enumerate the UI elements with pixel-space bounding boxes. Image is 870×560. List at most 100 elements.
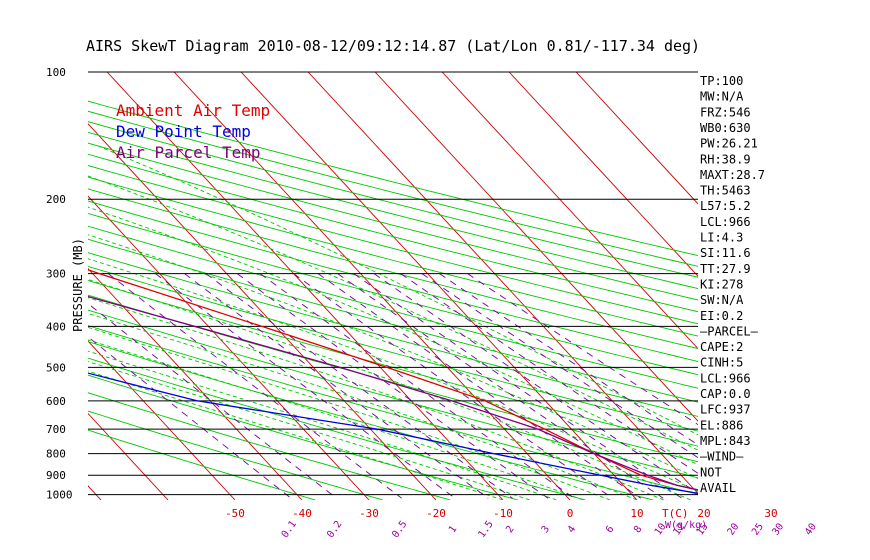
- dry-adiabat-line: [88, 153, 698, 313]
- isotherm-line: [575, 72, 698, 205]
- isobar-lines: [88, 71, 698, 496]
- moist-adiabat-line: [88, 326, 611, 500]
- dry-adiabat-line: [88, 121, 698, 278]
- mixing-ratio-line: [439, 273, 698, 446]
- dry-adiabat-line: [88, 294, 698, 463]
- mixing-ratio-tick-label: 1.5: [476, 519, 495, 540]
- bottom-temperature-axis: -50 -40 -30 -20 -10 0 10 20 30: [225, 507, 778, 520]
- mixing-ratio-tick-label: 20: [726, 521, 742, 537]
- dry-adiabat-line: [88, 100, 698, 257]
- index-value: CINH:5: [700, 356, 743, 370]
- mixing-ratio-line: [236, 273, 549, 499]
- mixing-ratio-tick-label: 2: [504, 524, 516, 535]
- dry-adiabat-line: [88, 357, 586, 500]
- moist-adiabat-line: [88, 297, 664, 500]
- mixing-ratio-tick-label: 0.2: [325, 519, 344, 540]
- x-axis-unit-label: T(C): [662, 507, 689, 520]
- moist-adiabat-line: [88, 279, 691, 500]
- bottom-temp-tick-label: -30: [359, 507, 379, 520]
- pressure-tick-label: 100: [46, 66, 66, 79]
- dry-adiabat-line: [88, 131, 698, 290]
- mixing-ratio-line: [467, 273, 698, 426]
- pressure-axis: 100 200 300 400 500 600 700 800 900 1000: [46, 66, 73, 502]
- index-value: MPL:843: [700, 434, 751, 448]
- legend-item: Air Parcel Temp: [116, 143, 261, 162]
- moist-adiabat-line: [88, 361, 530, 500]
- isotherm-line: [307, 72, 698, 495]
- moist-adiabat-line: [88, 175, 698, 451]
- bottom-temp-tick-label: 0: [567, 507, 574, 520]
- pressure-tick-label: 900: [46, 469, 66, 482]
- index-value: LI:4.3: [700, 231, 743, 245]
- y-axis-label: PRESSURE (MB): [71, 238, 85, 332]
- legend-item: Dew Point Temp: [116, 122, 251, 141]
- index-value: TT:27.9: [700, 262, 751, 276]
- dry-adiabat-line: [88, 200, 698, 362]
- mixing-ratio-tick-label: 8: [632, 524, 644, 535]
- isotherm-line: [0, 72, 34, 500]
- mixing-ratio-tick-label: 25: [750, 521, 766, 537]
- index-value: MAXT:28.7: [700, 168, 765, 182]
- dry-adiabat-line: [88, 325, 698, 495]
- legend-item: Ambient Air Temp: [116, 101, 270, 120]
- index-value: L57:5.2: [700, 199, 751, 213]
- index-value: KI:278: [700, 277, 743, 291]
- dry-adiabat-line: [88, 142, 698, 301]
- index-value: AVAIL: [700, 481, 736, 495]
- dry-adiabat-line: [88, 252, 698, 417]
- index-value: SI:11.6: [700, 246, 751, 260]
- moist-adiabat-line: [88, 312, 638, 500]
- index-value: PW:26.21: [700, 137, 758, 151]
- dry-adiabat-line: [88, 265, 698, 432]
- bottom-temp-tick-label: -10: [493, 507, 513, 520]
- chart-title: AIRS SkewT Diagram 2010-08-12/09:12:14.8…: [86, 37, 700, 55]
- mixing-ratio-tick-label: 4: [566, 524, 578, 535]
- pressure-tick-label: 600: [46, 395, 66, 408]
- mixing-ratio-unit-label: W(g/kg): [665, 520, 707, 531]
- index-value: TH:5463: [700, 184, 751, 198]
- mixing-ratio-line: [88, 336, 292, 499]
- moist-adiabat-line: [88, 234, 698, 479]
- bottom-temp-tick-label: 20: [697, 507, 710, 520]
- index-value: CAPE:2: [700, 340, 743, 354]
- air-parcel-templine: [88, 295, 698, 491]
- index-value: LCL:966: [700, 215, 751, 229]
- mixing-ratio-line: [400, 273, 698, 474]
- bottom-temp-tick-label: -20: [426, 507, 446, 520]
- mixing-ratio-line: [259, 273, 575, 499]
- profile-series: [88, 269, 698, 494]
- ambient-air-templine: [88, 269, 698, 491]
- dry-adiabat-line: [88, 212, 698, 376]
- index-value: EI:0.2: [700, 309, 743, 323]
- index-value: SW:N/A: [700, 293, 744, 307]
- dry-adiabat-line: [88, 188, 698, 350]
- dew-point-templine: [88, 372, 698, 494]
- dry-adiabat-line: [88, 176, 698, 337]
- pressure-tick-label: 200: [46, 193, 66, 206]
- mixing-ratio-line: [205, 273, 513, 499]
- index-value: —PARCEL—: [700, 324, 759, 338]
- dry-adiabat-line: [88, 225, 698, 389]
- dry-adiabat-line: [88, 238, 698, 403]
- bottom-temp-tick-label: -50: [225, 507, 245, 520]
- pressure-tick-label: 400: [46, 320, 66, 333]
- mixing-ratio-tick-label: 0.5: [390, 519, 409, 540]
- mixing-ratio-tick-label: 1: [447, 524, 459, 535]
- dry-adiabat-line: [88, 410, 383, 500]
- pressure-tick-label: 300: [46, 268, 66, 281]
- index-value: LFC:937: [700, 403, 751, 417]
- moist-adiabat-line: [88, 258, 698, 492]
- moist-adiabat-line: [98, 145, 698, 436]
- index-value: MW:N/A: [700, 90, 744, 104]
- dry-adiabat-line: [88, 110, 698, 267]
- bottom-temp-tick-label: 10: [630, 507, 643, 520]
- dry-adiabat-line: [88, 165, 698, 325]
- pressure-tick-label: 700: [46, 423, 66, 436]
- moist-adiabat-line: [88, 370, 504, 500]
- mixing-ratio-tick-label: 6: [604, 524, 616, 535]
- mixing-ratio-line: [421, 273, 698, 459]
- dry-adiabat-line: [88, 392, 451, 500]
- isotherm-line: [508, 72, 698, 277]
- mixing-ratio-tick-label: 0.1: [280, 519, 299, 540]
